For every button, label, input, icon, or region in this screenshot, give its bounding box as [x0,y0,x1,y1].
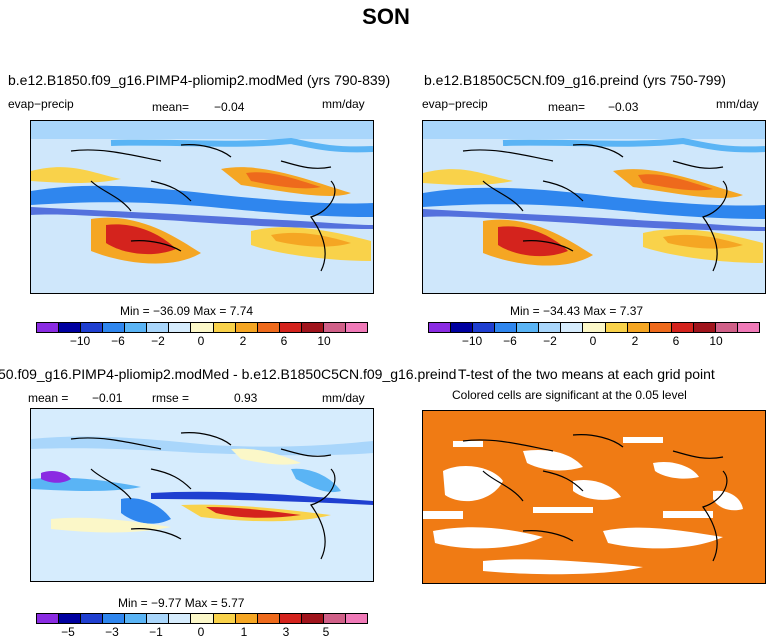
panel-2-title: b.e12.B1850C5CN.f09_g16.preind (yrs 750-… [424,72,726,88]
colorbar-swatch [715,323,738,332]
panel-2-colorbar-tick: 0 [589,334,597,348]
panel-1-mean-value: −0.04 [214,100,245,114]
colorbar-swatch [649,323,672,332]
panel-3-colorbar [36,613,368,624]
colorbar-swatch [539,323,562,332]
panel-2-colorbar [428,322,760,333]
panel-3-map-field [31,409,373,581]
panel-3-map [30,408,374,582]
colorbar-swatch [301,614,324,623]
panel-2-mean-label: mean= [548,100,586,114]
colorbar-swatch [81,614,104,623]
colorbar-swatch [213,614,236,623]
panel-1-colorbar-tick: 2 [239,334,247,348]
panel-1-units: mm/day [322,97,365,111]
panel-3-colorbar-tick: 3 [282,625,290,639]
colorbar-swatch [627,323,650,332]
panel-1-colorbar-tick: 6 [280,334,288,348]
colorbar-swatch [169,614,192,623]
panel-3-units: mm/day [322,391,365,405]
colorbar-swatch [345,614,367,623]
colorbar-swatch [257,323,280,332]
colorbar-swatch [59,614,82,623]
panel-1-colorbar-tick: 10 [317,334,331,348]
panel-1-map [30,120,374,294]
colorbar-swatch [37,323,60,332]
colorbar-swatch [429,323,452,332]
panel-3-min-max: Min = −9.77 Max = 5.77 [118,596,245,610]
panel-3-colorbar-tick: 1 [240,625,248,639]
colorbar-swatch [279,323,302,332]
panel-1-colorbar-tick: −2 [151,334,165,348]
panel-2-colorbar-tick: 2 [631,334,639,348]
panel-3-colorbar-tick: −3 [105,625,119,639]
panel-1-min-max: Min = −36.09 Max = 7.74 [120,304,254,318]
colorbar-swatch [473,323,496,332]
colorbar-swatch [517,323,540,332]
panel-1-colorbar-tick: 0 [197,334,205,348]
panel-2-units: mm/day [716,97,759,111]
panel-2-colorbar-tick: −2 [543,334,557,348]
colorbar-swatch [235,614,258,623]
panel-4-title: T-test of the two means at each grid poi… [458,366,715,382]
panel-2-colorbar-tick: −10 [461,334,483,348]
colorbar-swatch [81,323,104,332]
panel-3-rmse-label: rmse = [152,391,190,405]
colorbar-swatch [605,323,628,332]
colorbar-swatch [125,614,148,623]
panel-2-variable-label: evap−precip [422,97,488,111]
colorbar-swatch [191,323,214,332]
panel-2-colorbar-tick: 10 [709,334,723,348]
panel-1-mean-label: mean= [152,100,190,114]
panel-3-mean-label: mean = [28,391,69,405]
panel-2-colorbar-tick: 6 [672,334,680,348]
colorbar-swatch [59,323,82,332]
figure-title: SON [362,4,410,29]
panel-1-map-field [31,121,373,293]
panel-1-title: b.e12.B1850.f09_g16.PIMP4-pliomip2.modMe… [8,72,391,88]
panel-3-colorbar-tick: 0 [197,625,205,639]
panel-4-significance-map [422,410,766,584]
colorbar-swatch [103,614,126,623]
colorbar-swatch [737,323,759,332]
panel-1-colorbar-tick: −10 [69,334,91,348]
panel-3-colorbar-tick: −5 [61,625,75,639]
panel-2-colorbar-tick: −6 [503,334,517,348]
colorbar-swatch [561,323,584,332]
panel-4-subtitle: Colored cells are significant at the 0.0… [452,388,687,402]
panel-1-colorbar [36,322,368,333]
colorbar-swatch [103,323,126,332]
colorbar-swatch [37,614,60,623]
colorbar-swatch [147,323,170,332]
colorbar-swatch [279,614,302,623]
colorbar-swatch [235,323,258,332]
colorbar-swatch [345,323,367,332]
colorbar-swatch [583,323,606,332]
panel-3-rmse-value: 0.93 [234,391,258,405]
panel-2-mean-value: −0.03 [608,100,639,114]
panel-3-colorbar-tick: −1 [149,625,163,639]
colorbar-swatch [169,323,192,332]
colorbar-swatch [125,323,148,332]
panel-2-min-max: Min = −34.43 Max = 7.37 [510,304,644,318]
panel-2-map [422,120,766,294]
panel-1-variable-label: evap−precip [8,97,74,111]
colorbar-swatch [257,614,280,623]
panel-4-map-field [423,411,765,583]
panel-3-mean-value: −0.01 [92,391,123,405]
colorbar-swatch [495,323,518,332]
colorbar-swatch [323,614,346,623]
colorbar-swatch [671,323,694,332]
colorbar-swatch [191,614,214,623]
colorbar-swatch [451,323,474,332]
colorbar-swatch [693,323,716,332]
colorbar-swatch [213,323,236,332]
panel-2-map-field [423,121,765,293]
panel-3-title: 50.f09_g16.PIMP4-pliomip2.modMed - b.e12… [0,366,457,382]
panel-3-colorbar-tick: 5 [322,625,330,639]
panel-1-colorbar-tick: −6 [111,334,125,348]
colorbar-swatch [323,323,346,332]
colorbar-swatch [301,323,324,332]
colorbar-swatch [147,614,170,623]
